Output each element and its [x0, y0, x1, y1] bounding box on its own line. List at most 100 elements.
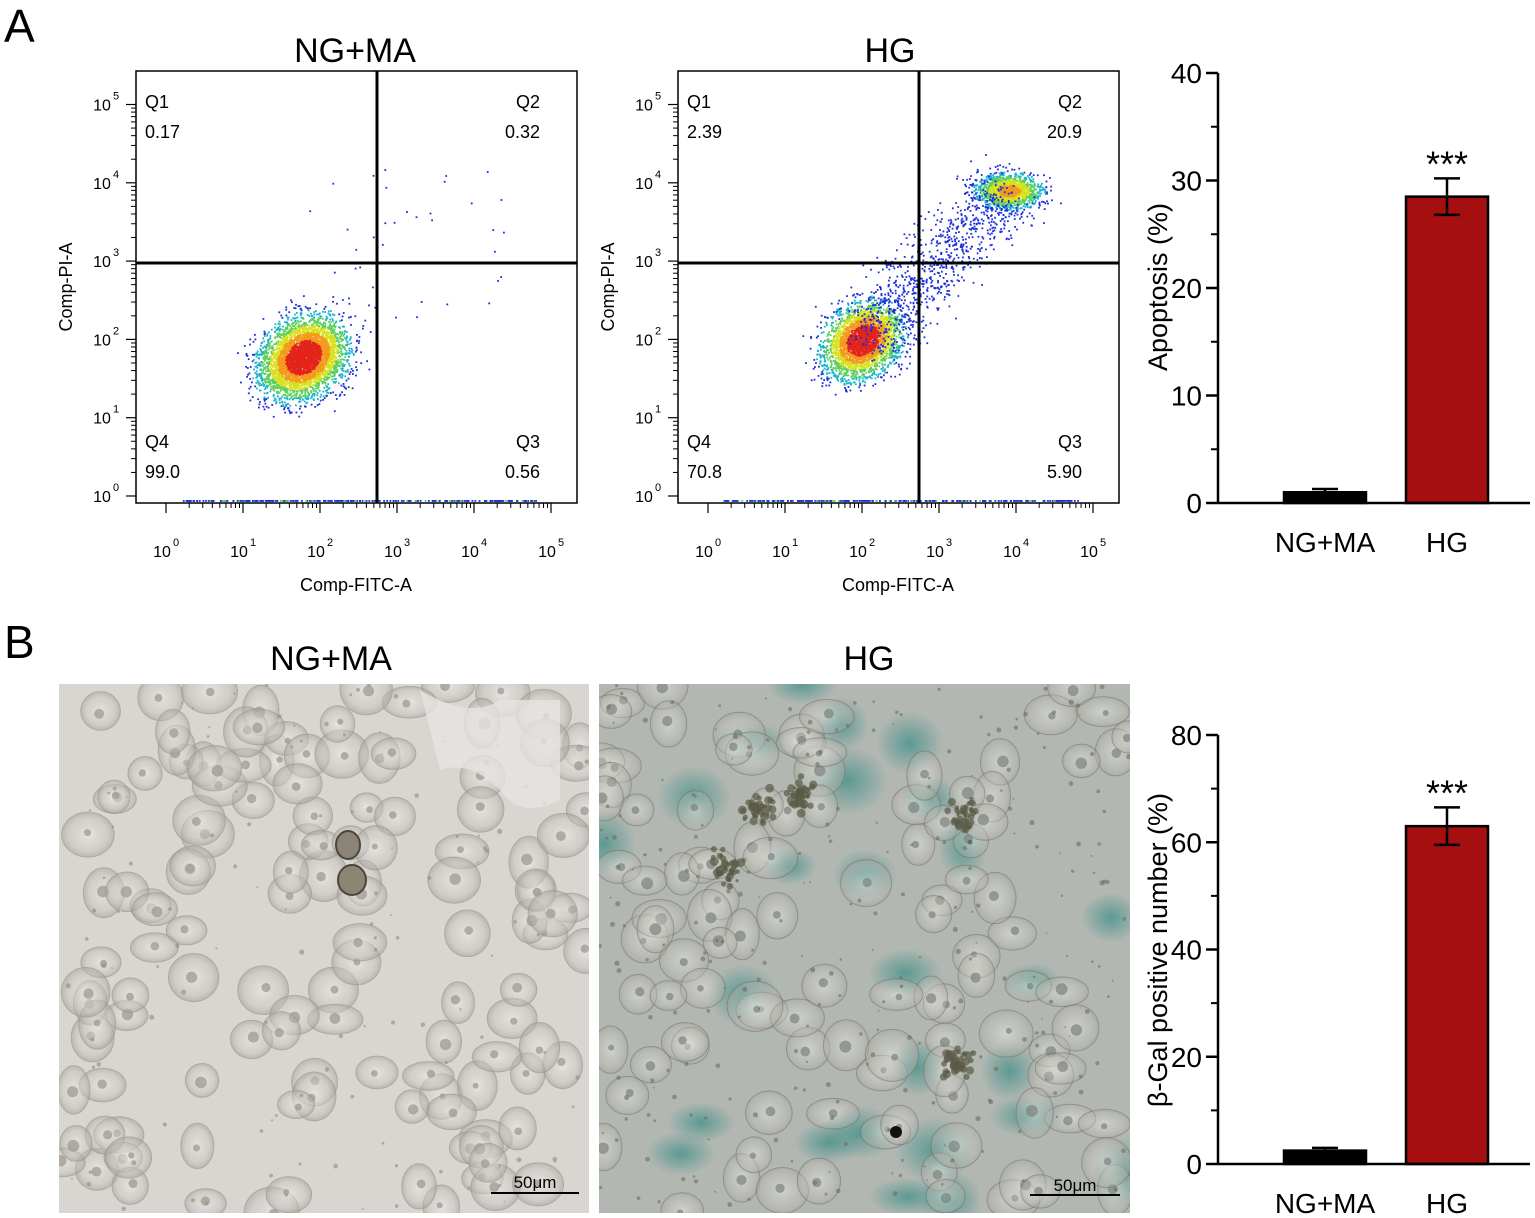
flow-event	[299, 359, 301, 362]
flow-event	[294, 329, 297, 331]
flow-event	[292, 322, 295, 324]
flow-event	[283, 366, 285, 368]
flow-event	[360, 362, 363, 365]
flow-event	[342, 370, 345, 372]
flow-event	[471, 500, 474, 502]
flow-event	[304, 357, 306, 360]
flow-event	[308, 340, 311, 343]
flow-event	[295, 328, 297, 330]
flow-event	[317, 328, 319, 331]
flow-event	[277, 322, 280, 325]
flow-event	[313, 383, 315, 386]
flow-event	[258, 357, 261, 360]
flow-event	[499, 500, 501, 502]
flow-event	[278, 362, 280, 365]
flow-event	[287, 370, 290, 373]
flow-event	[281, 378, 284, 380]
flow-event	[334, 346, 337, 349]
flow-event	[298, 351, 300, 354]
flow-event	[305, 379, 308, 381]
flow-event	[334, 394, 337, 396]
flow-event	[261, 341, 263, 344]
flow-event	[283, 408, 285, 411]
flow-event	[329, 357, 332, 360]
flow-event	[269, 373, 271, 376]
flow-event	[265, 386, 267, 389]
flow-event	[326, 376, 329, 379]
flow-event	[300, 348, 303, 351]
flow-event	[268, 373, 270, 376]
flow-event	[335, 360, 338, 362]
flow-event	[282, 360, 284, 363]
flow-event	[276, 347, 279, 350]
flow-event	[299, 366, 302, 369]
y-tick-label: 10	[93, 254, 111, 271]
flow-event	[300, 352, 303, 355]
flow-event	[258, 373, 261, 376]
flow-event	[293, 356, 295, 359]
flow-event	[385, 186, 388, 189]
flow-event	[280, 389, 282, 392]
flow-event	[286, 341, 289, 343]
flow-event	[319, 350, 321, 353]
flow-event	[262, 357, 265, 360]
y-tick-exponent: 0	[113, 482, 119, 494]
flow-event	[299, 355, 302, 357]
flow-event	[835, 339, 837, 341]
flow-event	[302, 395, 305, 397]
flow-event	[317, 386, 320, 388]
flow-event	[292, 364, 295, 367]
flow-event	[317, 361, 320, 363]
flow-event	[256, 374, 259, 376]
flow-event	[265, 346, 267, 348]
flow-event	[291, 357, 293, 360]
flow-event	[328, 327, 331, 330]
flow-event	[345, 352, 347, 354]
flow-event	[277, 382, 279, 385]
flow-event	[317, 313, 320, 316]
flow-event	[259, 500, 262, 502]
flow-event	[486, 171, 489, 173]
flow-event	[284, 355, 287, 358]
flow-event	[286, 362, 289, 365]
flow-event	[304, 344, 307, 347]
flow-event	[312, 350, 315, 353]
flow-event	[318, 312, 321, 315]
flow-event	[259, 348, 262, 350]
flow-event	[288, 376, 291, 379]
flow-event	[331, 331, 333, 334]
flow-event	[310, 358, 313, 361]
flow-event	[268, 346, 271, 349]
flow-event	[310, 361, 312, 364]
flow-event	[295, 341, 298, 343]
flow-event	[276, 376, 278, 378]
flow-event	[303, 348, 305, 351]
flow-event	[280, 374, 282, 376]
flow-event	[296, 347, 299, 350]
flow-event	[393, 221, 396, 224]
flow-event	[316, 345, 319, 347]
flow-event	[300, 369, 303, 372]
flow-event	[285, 359, 288, 362]
flow-event	[267, 352, 269, 354]
flow-event	[325, 315, 328, 318]
flow-event	[288, 330, 290, 332]
flow-event	[322, 368, 325, 370]
x-tick-label: 10	[538, 544, 556, 561]
flow-event	[273, 373, 276, 376]
flow-event	[336, 352, 338, 355]
flow-event	[265, 398, 267, 401]
flow-event	[276, 334, 279, 337]
flow-event	[327, 360, 330, 363]
flow-event	[278, 377, 281, 380]
flow-event	[310, 363, 313, 365]
flow-event	[312, 500, 314, 502]
flow-event	[341, 344, 344, 347]
flow-event	[294, 332, 297, 334]
flow-event	[279, 323, 281, 326]
flow-event	[324, 353, 327, 356]
flow-event	[279, 360, 281, 363]
flow-event	[307, 379, 309, 382]
flow-event	[285, 396, 288, 399]
flow-event	[326, 317, 329, 319]
